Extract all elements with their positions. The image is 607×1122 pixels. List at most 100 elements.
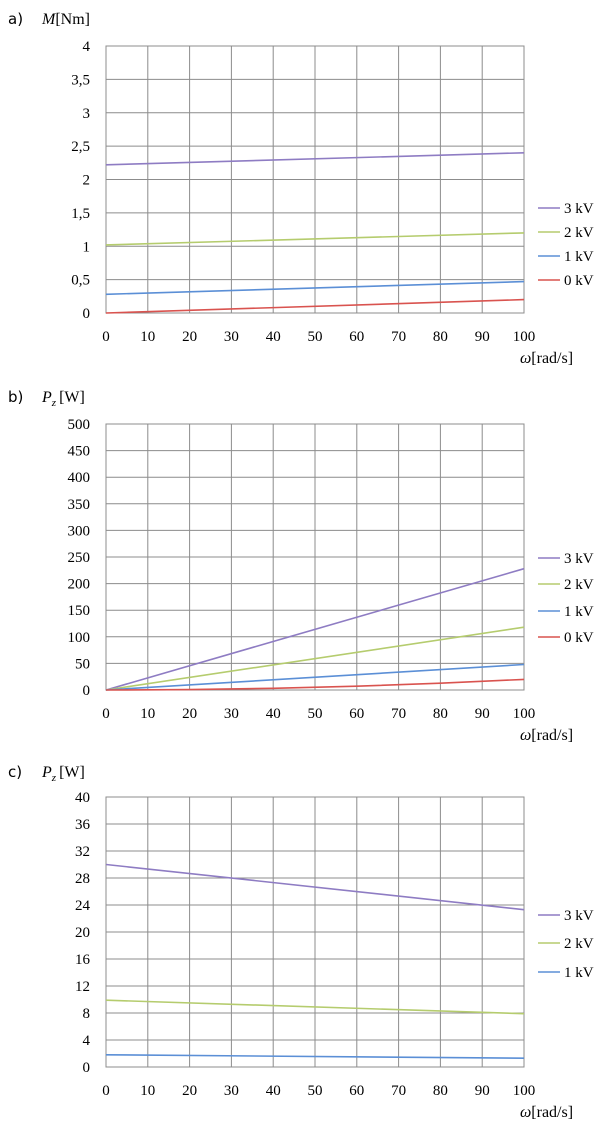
panel-label: b) bbox=[8, 388, 23, 406]
x-axis-unit: [rad/s] bbox=[531, 727, 573, 744]
y-tick-label: 36 bbox=[75, 817, 91, 833]
chart-panel-3: c) Pz [W] 0 10 20 30 40 50 60 70 80 90 100 0 4 8 12 16 20 24… bbox=[8, 763, 594, 1121]
y-axis-symbol: P bbox=[41, 764, 52, 781]
y-tick-label: 500 bbox=[68, 417, 91, 433]
x-tick-label: 90 bbox=[475, 329, 490, 345]
y-tick-label: 2 bbox=[83, 173, 91, 189]
legend-label: 3 kV bbox=[564, 551, 594, 567]
series-line-3-kv bbox=[105, 152, 525, 166]
x-tick-label: 60 bbox=[349, 706, 364, 722]
panel-label: c) bbox=[8, 763, 22, 781]
y-tick-label: 4 bbox=[83, 1033, 91, 1049]
x-tick-label: 90 bbox=[475, 1083, 490, 1099]
y-tick-label: 0 bbox=[83, 306, 91, 322]
y-tick-label: 3,5 bbox=[71, 72, 90, 88]
x-tick-label: 40 bbox=[266, 329, 281, 345]
legend-label: 2 kV bbox=[564, 225, 594, 241]
x-tick-label: 100 bbox=[513, 706, 536, 722]
y-tick-label: 350 bbox=[68, 497, 91, 513]
legend-label: 1 kV bbox=[564, 249, 594, 265]
x-tick-label: 80 bbox=[433, 1083, 448, 1099]
x-axis-unit: [rad/s] bbox=[531, 1104, 573, 1121]
x-tick-label: 50 bbox=[308, 1083, 323, 1099]
y-tick-label: 16 bbox=[75, 952, 91, 968]
series-line-1-kv bbox=[105, 280, 525, 296]
x-tick-label: 30 bbox=[224, 706, 239, 722]
y-tick-label: 40 bbox=[75, 790, 90, 806]
y-axis-subscript: z bbox=[51, 397, 57, 409]
y-axis-title: Pz [W] bbox=[41, 389, 85, 409]
y-tick-label: 300 bbox=[68, 523, 91, 539]
y-axis-unit: [Nm] bbox=[55, 11, 90, 28]
y-axis-symbol: M bbox=[41, 11, 57, 28]
x-tick-label: 80 bbox=[433, 329, 448, 345]
y-tick-label: 2,5 bbox=[71, 139, 90, 155]
x-tick-label: 100 bbox=[513, 329, 536, 345]
legend-label: 0 kV bbox=[564, 630, 594, 646]
series-line-1-kv bbox=[105, 663, 525, 691]
x-tick-label: 70 bbox=[391, 706, 406, 722]
x-tick-label: 0 bbox=[102, 706, 110, 722]
x-axis-title: ω[rad/s] bbox=[520, 350, 573, 367]
x-tick-label: 10 bbox=[140, 1083, 155, 1099]
y-tick-label: 32 bbox=[75, 844, 90, 860]
x-tick-label: 50 bbox=[308, 329, 323, 345]
x-tick-label: 10 bbox=[140, 329, 155, 345]
x-tick-label: 10 bbox=[140, 706, 155, 722]
y-axis-symbol: P bbox=[41, 389, 52, 406]
y-tick-label: 1 bbox=[83, 239, 91, 255]
x-tick-label: 0 bbox=[102, 1083, 110, 1099]
x-tick-label: 70 bbox=[391, 329, 406, 345]
x-tick-label: 20 bbox=[182, 1083, 197, 1099]
y-tick-label: 200 bbox=[68, 577, 91, 593]
y-tick-label: 150 bbox=[68, 603, 91, 619]
y-tick-label: 50 bbox=[75, 656, 90, 672]
x-axis-title: ω[rad/s] bbox=[520, 1104, 573, 1121]
y-tick-label: 28 bbox=[75, 871, 90, 887]
x-axis-symbol: ω bbox=[520, 1104, 531, 1121]
x-axis-symbol: ω bbox=[520, 350, 531, 367]
series-line-0-kv bbox=[105, 678, 525, 691]
y-axis-unit: [W] bbox=[59, 764, 85, 781]
legend-label: 0 kV bbox=[564, 273, 594, 289]
x-axis-symbol: ω bbox=[520, 727, 531, 744]
legend-label: 3 kV bbox=[564, 908, 594, 924]
x-tick-label: 40 bbox=[266, 706, 281, 722]
x-tick-label: 60 bbox=[349, 1083, 364, 1099]
y-tick-label: 12 bbox=[75, 979, 90, 995]
series-line-3-kv bbox=[105, 567, 525, 691]
x-tick-label: 40 bbox=[266, 1083, 281, 1099]
chart-panel-2: b) Pz [W] 0 10 20 30 40 50 60 70 80 90 100 0 50 100 150 20… bbox=[8, 388, 594, 744]
y-tick-label: 450 bbox=[68, 444, 91, 460]
series-line-2-kv bbox=[105, 999, 525, 1015]
y-tick-label: 100 bbox=[68, 630, 91, 646]
x-tick-label: 80 bbox=[433, 706, 448, 722]
legend-label: 2 kV bbox=[564, 577, 594, 593]
y-axis-title: M[Nm] bbox=[41, 11, 90, 28]
y-tick-label: 4 bbox=[83, 39, 91, 55]
x-tick-label: 30 bbox=[224, 329, 239, 345]
y-tick-label: 8 bbox=[83, 1006, 91, 1022]
legend-label: 2 kV bbox=[564, 936, 594, 952]
y-tick-label: 3 bbox=[83, 106, 91, 122]
legend-label: 3 kV bbox=[564, 201, 594, 217]
y-tick-label: 0 bbox=[83, 1060, 91, 1076]
x-tick-label: 0 bbox=[102, 329, 110, 345]
x-tick-label: 70 bbox=[391, 1083, 406, 1099]
legend-label: 1 kV bbox=[564, 965, 594, 981]
y-axis-subscript: z bbox=[51, 772, 57, 784]
series-line-1-kv bbox=[105, 1054, 525, 1059]
y-tick-label: 24 bbox=[75, 898, 91, 914]
y-axis-unit: [W] bbox=[59, 389, 85, 406]
series-line-3-kv bbox=[105, 863, 525, 911]
legend-label: 1 kV bbox=[564, 604, 594, 620]
chart-panel-1: a) M[Nm] 0 10 20 30 40 50 60 70 80 90 100 0 0,5 1 1,5 2 2,… bbox=[8, 10, 594, 367]
y-tick-label: 0 bbox=[83, 683, 91, 699]
series-line-2-kv bbox=[105, 626, 525, 691]
x-axis-title: ω[rad/s] bbox=[520, 727, 573, 744]
x-tick-label: 30 bbox=[224, 1083, 239, 1099]
series-line-0-kv bbox=[105, 298, 525, 314]
y-axis-title: Pz [W] bbox=[41, 764, 85, 784]
y-tick-label: 0,5 bbox=[71, 273, 90, 289]
y-tick-label: 20 bbox=[75, 925, 90, 941]
